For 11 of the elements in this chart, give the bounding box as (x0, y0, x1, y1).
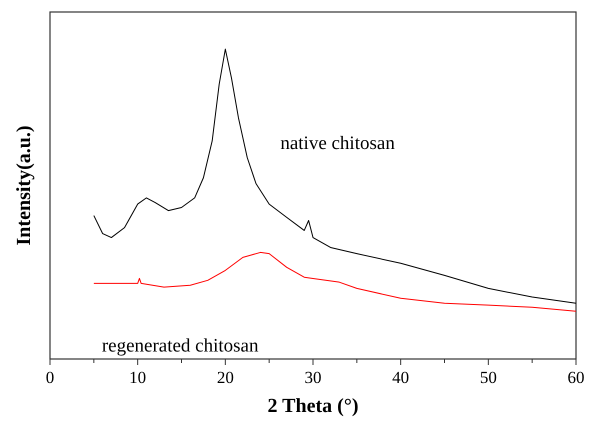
x-tick-label: 30 (304, 368, 322, 387)
x-tick-label: 20 (216, 368, 234, 387)
x-tick-label: 0 (46, 368, 54, 387)
series-label: native chitosan (280, 133, 396, 154)
x-tick-label: 40 (392, 368, 410, 387)
x-tick-label: 50 (480, 368, 497, 387)
y-axis-title: Intensity(a.u.) (13, 125, 35, 246)
text: regenerated chitosan (102, 335, 259, 356)
x-tick-label: 10 (129, 368, 146, 387)
x-axis-title: 2 Theta (°) (268, 395, 358, 417)
x-tick-label: 60 (568, 368, 584, 387)
